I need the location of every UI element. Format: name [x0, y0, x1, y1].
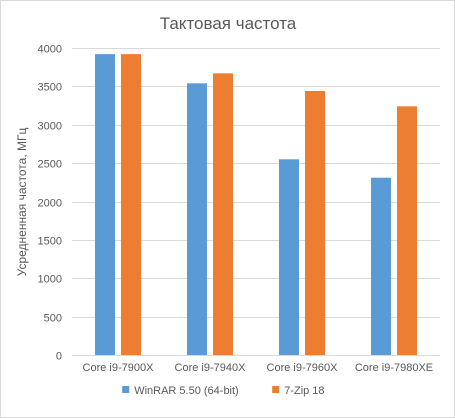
legend-swatch — [122, 386, 130, 393]
y-tick-label: 1000 — [38, 274, 62, 286]
bar — [95, 54, 115, 355]
legend-label: 7-Zip 18 — [284, 385, 324, 397]
x-tick-label: Core i9-7980XE — [355, 362, 433, 374]
bar — [121, 54, 141, 355]
y-axis-ticks: 0 500 1000 1500 2000 2500 3000 3500 4000 — [38, 44, 62, 363]
bar — [213, 73, 233, 355]
y-tick-label: 3000 — [38, 121, 62, 133]
y-tick-label: 2500 — [38, 159, 62, 171]
chart-title: Тактовая частота — [160, 14, 297, 33]
x-tick-label: Core i9-7900X — [83, 362, 155, 374]
bar — [371, 177, 391, 355]
y-axis-label: Усредненная частота, МГц — [15, 128, 29, 277]
x-axis-ticks: Core i9-7900X Core i9-7940X Core i9-7960X C… — [83, 362, 434, 374]
legend-swatch — [272, 386, 280, 393]
bar — [305, 90, 325, 355]
bar — [397, 106, 417, 355]
legend: WinRAR 5.50 (64-bit) 7-Zip 18 — [122, 385, 325, 397]
bar — [187, 83, 207, 356]
y-tick-label: 0 — [56, 351, 62, 363]
bar — [279, 159, 299, 355]
y-tick-label: 3500 — [38, 82, 62, 94]
legend-label: WinRAR 5.50 (64-bit) — [134, 385, 239, 397]
y-tick-label: 2000 — [38, 198, 62, 210]
y-tick-label: 4000 — [38, 44, 62, 56]
x-tick-label: Core i9-7940X — [175, 362, 247, 374]
y-tick-label: 1500 — [38, 236, 62, 248]
x-tick-label: Core i9-7960X — [267, 362, 339, 374]
bars — [95, 54, 417, 356]
y-tick-label: 500 — [44, 313, 62, 325]
